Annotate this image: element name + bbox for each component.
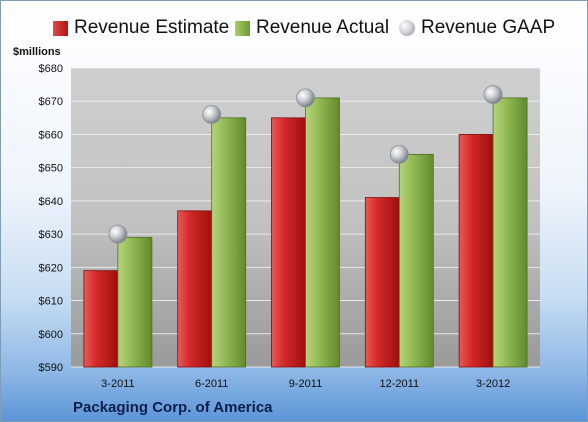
- bars: [83, 85, 528, 368]
- legend-swatch-gaap: [399, 20, 415, 36]
- marker-revenue-gaap: [108, 224, 128, 244]
- y-axis: $590 $600 $610 $620 $630 $640 $650 $660 $670 $680: [39, 63, 63, 374]
- x-axis: 3-2011 6-2011 9-2011 12-2011 3-2012: [101, 378, 510, 390]
- legend-item-revenue-actual: Revenue Actual: [235, 17, 389, 39]
- bar-revenue-estimate: [83, 270, 119, 368]
- bar-revenue-estimate: [271, 117, 306, 368]
- bar-revenue-actual: [211, 117, 247, 368]
- bar-revenue-actual: [398, 153, 434, 368]
- legend-label-actual: Revenue Actual: [256, 17, 390, 38]
- y-tick-label: $680: [39, 63, 63, 75]
- x-tick-label: 3-2011: [101, 378, 134, 390]
- legend-swatch-actual: [235, 20, 250, 36]
- marker-revenue-gaap: [483, 85, 503, 104]
- y-tick-label: $670: [39, 96, 63, 108]
- legend-label-gaap: Revenue GAAP: [421, 17, 556, 38]
- y-tick-label: $610: [39, 296, 63, 308]
- bar-revenue-actual: [305, 97, 340, 368]
- company-name: Packaging Corp. of America: [73, 399, 273, 416]
- legend-item-revenue-estimate: Revenue Estimate: [53, 17, 229, 39]
- x-tick-label: 3-2012: [476, 378, 510, 390]
- x-tick-label: 6-2011: [195, 378, 228, 390]
- marker-revenue-gaap: [389, 144, 409, 164]
- legend-item-revenue-gaap: Revenue GAAP: [399, 17, 555, 39]
- y-tick-label: $630: [39, 229, 63, 241]
- y-tick-label: $620: [39, 262, 63, 274]
- marker-revenue-gaap: [296, 88, 315, 108]
- y-tick-label: $600: [39, 329, 63, 341]
- x-tick-label: 9-2011: [289, 378, 322, 390]
- y-tick-label: $660: [39, 129, 63, 141]
- y-tick-label: $640: [39, 196, 63, 208]
- marker-revenue-gaap: [202, 105, 222, 124]
- legend-swatch-estimate: [53, 20, 68, 36]
- bar-revenue-actual: [117, 237, 153, 368]
- bar-revenue-actual: [492, 97, 528, 368]
- bar-revenue-estimate: [364, 197, 400, 368]
- legend: Revenue Estimate Revenue Actual Revenue …: [1, 17, 587, 43]
- legend-label-estimate: Revenue Estimate: [74, 17, 230, 38]
- x-tick-label: 12-2011: [380, 378, 420, 390]
- y-tick-label: $590: [39, 362, 63, 374]
- unit-label: $millions: [13, 46, 61, 58]
- bar-revenue-estimate: [177, 210, 213, 368]
- y-tick-label: $650: [39, 163, 63, 175]
- bar-revenue-estimate: [458, 134, 494, 368]
